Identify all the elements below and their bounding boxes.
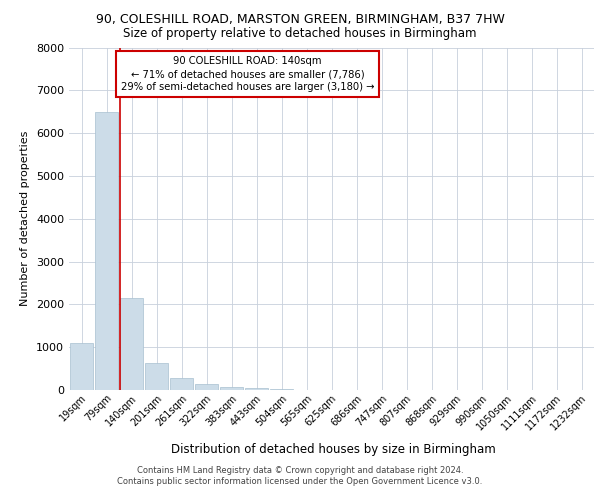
Bar <box>270 388 293 390</box>
Text: Contains HM Land Registry data © Crown copyright and database right 2024.: Contains HM Land Registry data © Crown c… <box>137 466 463 475</box>
Bar <box>70 343 93 390</box>
Bar <box>120 298 143 390</box>
Text: Distribution of detached houses by size in Birmingham: Distribution of detached houses by size … <box>170 442 496 456</box>
Bar <box>95 112 118 390</box>
Y-axis label: Number of detached properties: Number of detached properties <box>20 131 31 306</box>
Bar <box>220 386 243 390</box>
Text: 90 COLESHILL ROAD: 140sqm
← 71% of detached houses are smaller (7,786)
29% of se: 90 COLESHILL ROAD: 140sqm ← 71% of detac… <box>121 56 374 92</box>
Text: 90, COLESHILL ROAD, MARSTON GREEN, BIRMINGHAM, B37 7HW: 90, COLESHILL ROAD, MARSTON GREEN, BIRMI… <box>95 12 505 26</box>
Text: Contains public sector information licensed under the Open Government Licence v3: Contains public sector information licen… <box>118 478 482 486</box>
Bar <box>195 384 218 390</box>
Bar <box>145 364 168 390</box>
Text: Size of property relative to detached houses in Birmingham: Size of property relative to detached ho… <box>123 28 477 40</box>
Bar <box>245 388 268 390</box>
Bar <box>170 378 193 390</box>
